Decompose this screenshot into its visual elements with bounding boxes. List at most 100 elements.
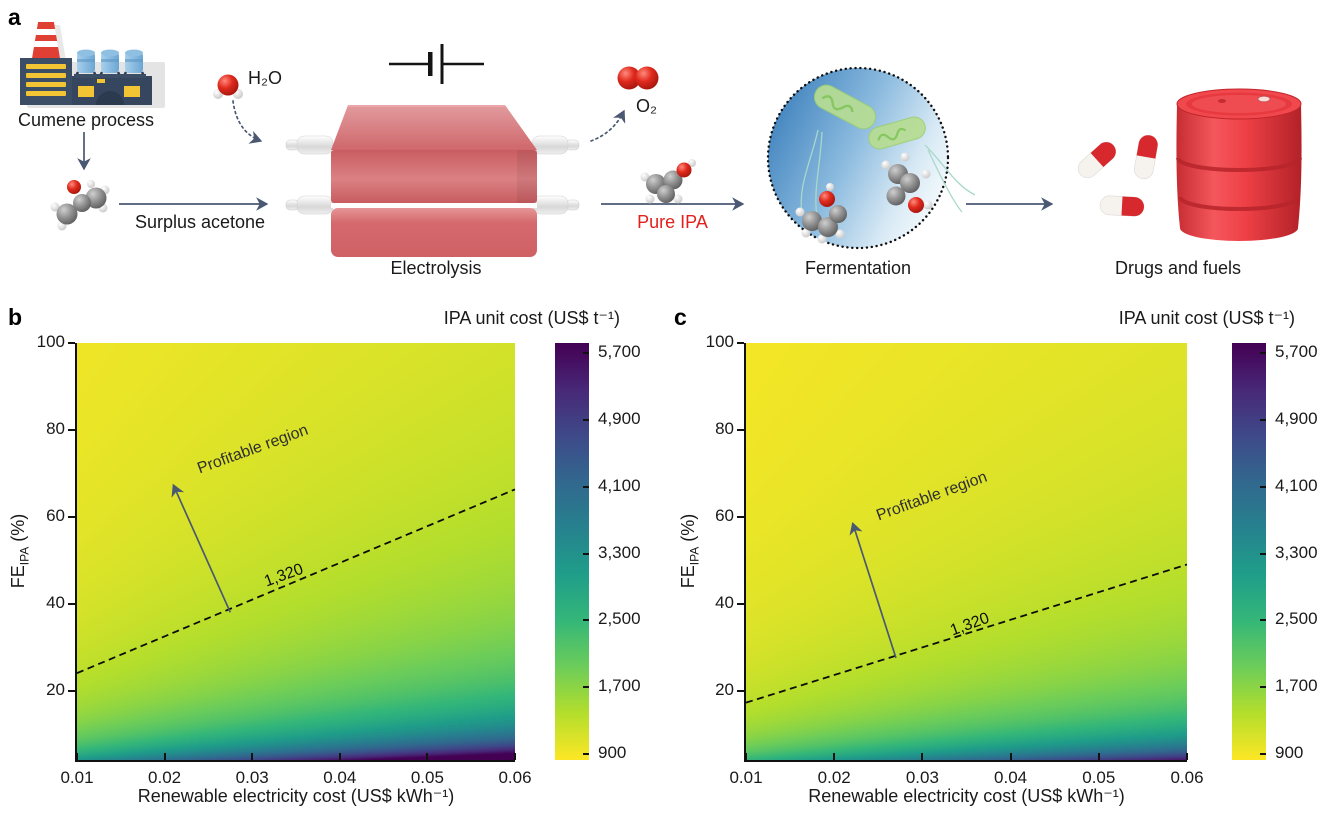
- water-molecule-icon: [213, 74, 243, 99]
- colorbar-tick: [583, 419, 589, 422]
- y-tick: [68, 602, 75, 605]
- factory-icon: [20, 22, 165, 108]
- colorbar-tick-label: 1,700: [1275, 676, 1318, 696]
- colorbar-tick: [583, 552, 589, 555]
- colorbar-tick: [583, 619, 589, 622]
- colorbar-tick-label: 3,300: [598, 542, 641, 562]
- y-tick: [68, 515, 75, 518]
- colorbar-tick: [1260, 419, 1266, 422]
- oxygen-molecule-icon: [617, 66, 659, 90]
- colorbar-tick-label: 5,700: [598, 342, 641, 362]
- y-tick: [737, 515, 744, 518]
- y-tick: [68, 342, 75, 344]
- x-tick: [833, 753, 836, 760]
- oxygen-output-dashed-arrow: [590, 109, 626, 142]
- colorbar-tick: [583, 752, 589, 755]
- x-axis-label-b: Renewable electricity cost (US$ kWh⁻¹): [137, 786, 455, 806]
- drugs-and-fuels-label: Drugs and fuels: [1114, 258, 1242, 278]
- x-tick-label: 0.01: [729, 768, 763, 787]
- o2-label: O₂: [636, 96, 657, 116]
- colorbar-tick: [583, 485, 589, 488]
- colorbar-tick: [1260, 752, 1266, 755]
- ipa-molecule-icon: [640, 159, 696, 204]
- y-tick: [68, 428, 75, 431]
- x-tick: [251, 753, 254, 760]
- x-tick: [921, 753, 924, 760]
- x-tick-label: 0.03: [905, 768, 939, 787]
- x-tick-label: 0.01: [60, 768, 94, 787]
- x-tick-label: 0.04: [994, 768, 1028, 787]
- colorbar-tick-label: 900: [1275, 742, 1304, 762]
- surplus-acetone-label: Surplus acetone: [134, 212, 266, 232]
- factory-tank-icon: [73, 49, 147, 79]
- heatmap-canvas-c: [746, 343, 1187, 760]
- colorbar-tick: [1260, 552, 1266, 555]
- h2o-label: H₂O: [248, 68, 282, 88]
- bacteria-icon: [800, 84, 976, 223]
- colorbar-tick-label: 4,900: [598, 409, 641, 429]
- colorbar-tick-label: 5,700: [1275, 342, 1318, 362]
- x-tick: [745, 753, 747, 760]
- colorbar-tick: [1260, 686, 1266, 689]
- colorbar-tick-label: 2,500: [1275, 609, 1318, 629]
- water-input-dashed-arrow: [232, 100, 263, 144]
- pure-ipa-label: Pure IPA: [637, 212, 708, 232]
- electrolyzer-icon: [285, 105, 580, 257]
- x-tick: [1097, 753, 1100, 760]
- y-tick-label: 40: [46, 592, 65, 612]
- colorbar-tick: [1260, 619, 1266, 622]
- heatmap-panel-b: Profitable region 1,320 0.01 0.02 0.03 0.04…: [37, 332, 532, 787]
- colorbar-tick: [1260, 352, 1266, 355]
- x-tick: [514, 753, 516, 760]
- colorbar-c: 900 1,700 2,500 3,300 4,100 4,900 5,700: [1232, 342, 1318, 762]
- y-tick: [737, 602, 744, 605]
- colorbar-tick-label: 900: [598, 742, 627, 762]
- y-axis-label-c: FEIPA (%): [678, 513, 702, 589]
- x-tick-label: 0.06: [1170, 768, 1204, 787]
- y-tick: [737, 689, 744, 692]
- y-tick: [68, 689, 75, 692]
- y-tick-label: 20: [46, 679, 65, 699]
- y-tick-label: 80: [46, 418, 65, 438]
- x-tick-label: 0.05: [1082, 768, 1116, 787]
- x-tick: [76, 753, 78, 760]
- colorbar-canvas-c: [1232, 343, 1266, 760]
- fermentation-label: Fermentation: [804, 258, 912, 278]
- y-tick: [737, 428, 744, 431]
- colorbar-tick: [583, 352, 589, 355]
- colorbar-canvas-b: [555, 343, 589, 760]
- panel-label-a: a: [8, 4, 21, 30]
- colorbar-tick-label: 4,100: [1275, 475, 1318, 495]
- colorbar-tick-label: 3,300: [1275, 542, 1318, 562]
- x-axis-label-c: Renewable electricity cost (US$ kWh⁻¹): [808, 786, 1125, 806]
- cumene-process-label: Cumene process: [17, 110, 155, 130]
- y-tick-label: 60: [715, 505, 734, 525]
- y-tick-label: 100: [705, 332, 734, 351]
- y-tick-label: 60: [46, 505, 65, 525]
- x-tick-label: 0.02: [817, 768, 851, 787]
- x-tick: [163, 753, 166, 760]
- x-tick-label: 0.03: [235, 768, 269, 787]
- x-tick-label: 0.04: [323, 768, 357, 787]
- y-tick-label: 40: [715, 592, 734, 612]
- x-tick: [1186, 753, 1188, 760]
- ipa-molecule-in-vessel-icon: [881, 152, 933, 213]
- acetone-molecule-icon: [50, 180, 110, 231]
- colorbar-b: 900 1,700 2,500 3,300 4,100 4,900 5,700: [555, 342, 641, 762]
- colorbar-title-c: IPA unit cost (US$ t⁻¹): [1118, 308, 1295, 328]
- process-schematic: [20, 22, 1302, 257]
- ipa-molecule-in-vessel-icon: [795, 183, 847, 244]
- panel-label-b: b: [8, 304, 23, 330]
- y-tick: [737, 342, 744, 344]
- pills-icon: [1077, 134, 1158, 217]
- x-tick: [426, 753, 429, 760]
- panel-label-c: c: [674, 304, 687, 330]
- colorbar-tick-label: 2,500: [598, 609, 641, 629]
- electrolysis-label: Electrolysis: [390, 258, 482, 278]
- x-tick: [1009, 753, 1012, 760]
- y-tick-label: 20: [715, 679, 734, 699]
- barrel-icon: [1176, 88, 1302, 241]
- y-axis-label-b: FEIPA (%): [8, 513, 32, 589]
- x-tick: [338, 753, 341, 760]
